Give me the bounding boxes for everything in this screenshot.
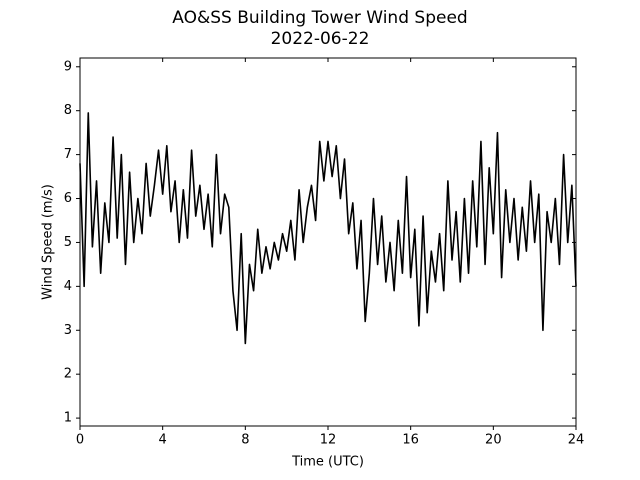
y-tick-label: 6 (64, 191, 72, 206)
y-axis-label: Wind Speed (m/s) (41, 184, 56, 300)
chart-subtitle: 2022-06-22 (271, 29, 370, 49)
data-line (79, 112, 577, 345)
y-tick-label: 1 (64, 411, 72, 426)
x-tick-label: 20 (485, 433, 502, 448)
y-tick-label: 2 (64, 367, 72, 382)
y-tick-label: 4 (64, 279, 72, 294)
y-tick-label: 9 (64, 59, 72, 74)
chart-title: AO&SS Building Tower Wind Speed (172, 8, 467, 28)
x-tick-label: 24 (568, 433, 585, 448)
x-tick-label: 12 (320, 433, 337, 448)
y-tick-label: 7 (64, 147, 72, 162)
x-tick-label: 4 (159, 433, 167, 448)
y-tick-label: 8 (64, 103, 72, 118)
x-tick-label: 8 (241, 433, 249, 448)
y-tick-label: 5 (64, 235, 72, 250)
plot-frame (79, 57, 577, 427)
x-axis-label: Time (UTC) (291, 455, 364, 470)
x-tick-label: 16 (402, 433, 419, 448)
x-tick-label: 0 (76, 433, 84, 448)
y-tick-label: 3 (64, 323, 72, 338)
